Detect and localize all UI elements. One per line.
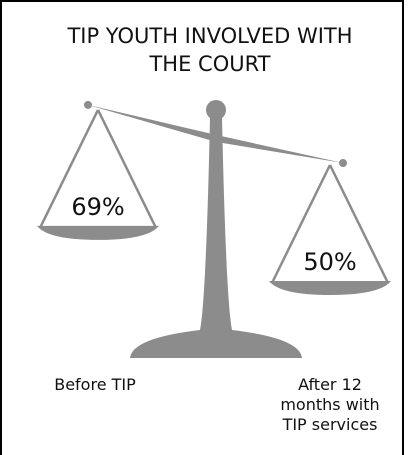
chart-title: TIP YOUTH INVOLVED WITH THE COURT <box>60 22 360 78</box>
category-label: Before TIP <box>30 375 160 395</box>
pivot <box>206 100 226 120</box>
scale-pan <box>37 226 159 240</box>
scale-pan <box>269 281 391 295</box>
beam-end <box>84 101 92 109</box>
infographic: 69% 50% TIP YOUTH INVOLVED WITH THE COURT… <box>0 0 409 455</box>
scale-stand <box>130 118 302 358</box>
value-label: 69% <box>71 193 124 221</box>
category-label: After 12 months with TIP services <box>270 375 390 435</box>
value-label: 50% <box>303 248 356 276</box>
beam-end <box>339 159 347 167</box>
